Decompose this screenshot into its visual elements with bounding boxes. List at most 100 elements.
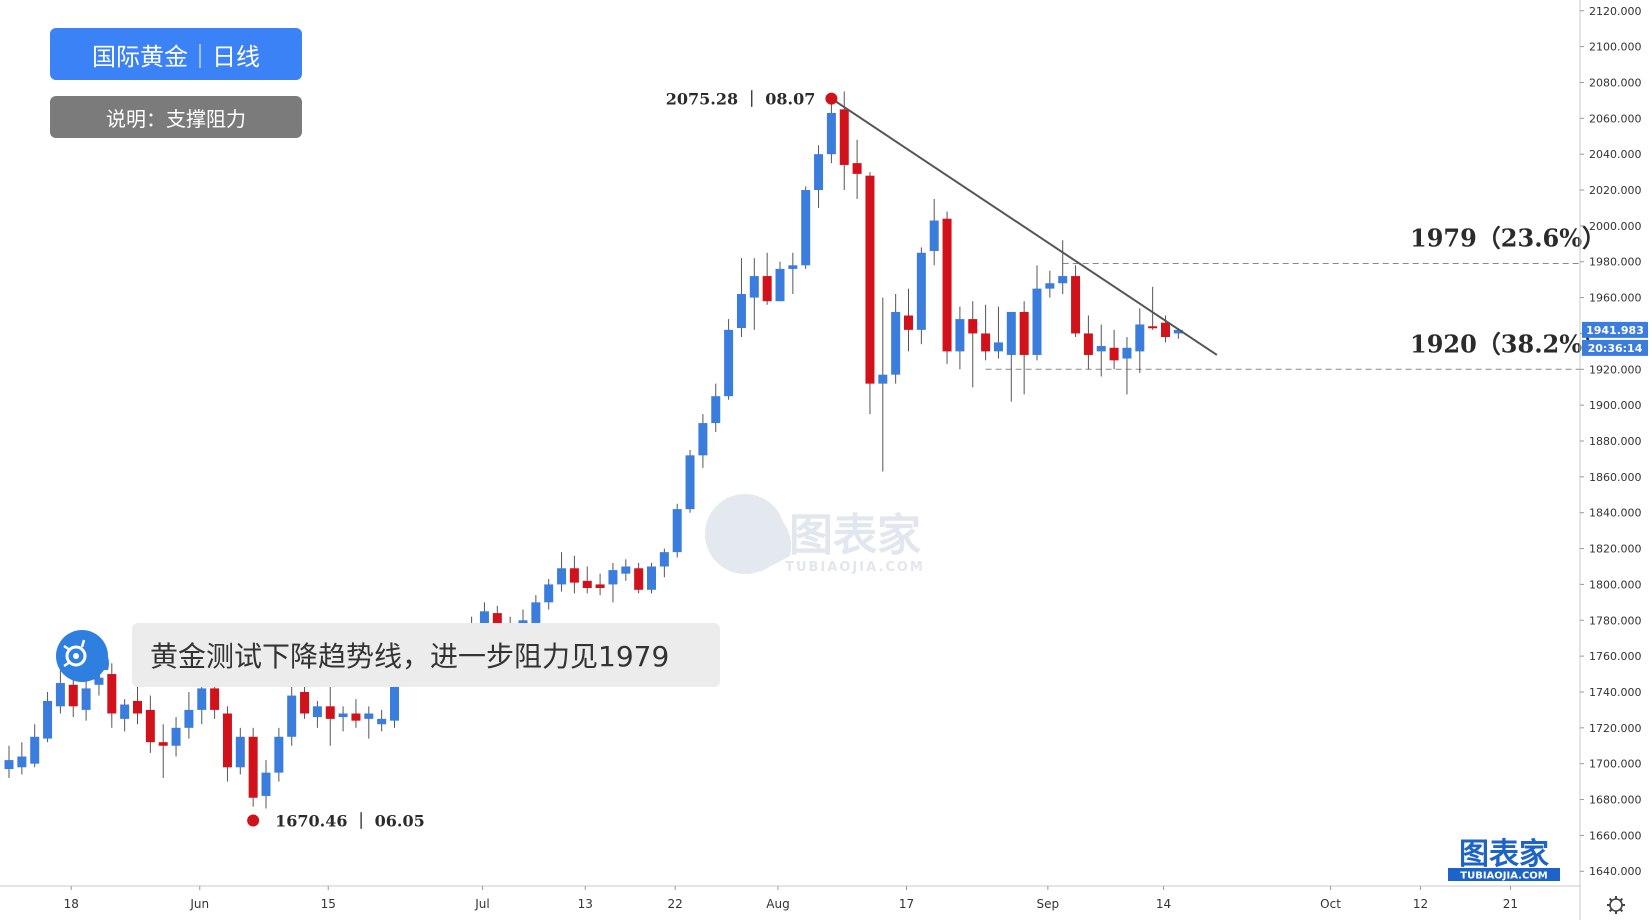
candle-body <box>904 315 913 330</box>
gear-tooth <box>1619 897 1624 902</box>
x-tick-label: 17 <box>899 897 914 911</box>
candle <box>801 186 811 269</box>
y-tick-label: 1760.000 <box>1589 650 1642 663</box>
candle-body <box>1161 322 1170 338</box>
candle <box>621 559 631 581</box>
y-tick-label: 1860.000 <box>1589 471 1642 484</box>
candle-body <box>1071 276 1081 334</box>
candle <box>171 717 181 757</box>
candle-body <box>839 109 849 165</box>
candle <box>184 691 194 739</box>
candle <box>929 198 939 266</box>
candle <box>1109 329 1119 370</box>
candle-body <box>736 294 746 329</box>
candle-body <box>55 683 65 707</box>
candle <box>248 727 258 807</box>
x-tick-label: 12 <box>1413 897 1428 911</box>
candle-body <box>852 163 862 174</box>
candle-body <box>364 713 374 719</box>
y-tick-label: 1780.000 <box>1589 614 1642 627</box>
candle-body <box>1006 311 1016 355</box>
low-marker-label: 1670.46 ｜ 06.05 <box>275 811 425 830</box>
candle <box>724 319 734 400</box>
candle-body <box>300 691 310 714</box>
candle <box>312 700 322 728</box>
candle <box>762 252 772 305</box>
candle <box>981 304 991 361</box>
level-label: 1920（38.2%） <box>1410 329 1606 358</box>
candle-body <box>621 566 631 574</box>
candle <box>1019 301 1029 395</box>
candle-body <box>749 276 759 298</box>
candle-body <box>274 736 284 773</box>
candle-body <box>993 342 1003 352</box>
candle <box>1083 315 1093 370</box>
candle-body <box>891 311 901 375</box>
candle <box>4 745 14 779</box>
candle-body <box>569 568 579 583</box>
candle-body <box>531 602 541 624</box>
y-tick-label: 1800.000 <box>1589 578 1642 591</box>
candle <box>145 695 155 753</box>
y-tick-label: 1960.000 <box>1589 292 1642 305</box>
candle-body <box>235 736 245 768</box>
candle-body <box>608 570 618 585</box>
candle-body <box>1083 333 1093 355</box>
candle <box>852 139 862 199</box>
gear-tooth <box>1608 897 1613 902</box>
candle-body <box>479 611 489 628</box>
candle <box>749 258 759 330</box>
candle-body <box>775 268 785 302</box>
x-tick-label: 18 <box>64 897 79 911</box>
candle <box>736 258 746 338</box>
y-tick-label: 2040.000 <box>1589 148 1642 161</box>
x-tick-label: Oct <box>1320 897 1341 911</box>
x-tick-label: 21 <box>1503 897 1518 911</box>
comment-text: 黄金测试下降趋势线，进一步阻力见1979 <box>150 640 670 673</box>
candle-body <box>659 552 669 567</box>
candle <box>1135 308 1145 373</box>
candle <box>351 699 361 728</box>
candle <box>1006 311 1016 402</box>
candle-body <box>1045 283 1055 289</box>
candle-body <box>1173 329 1183 334</box>
countdown-tag <box>1582 339 1648 356</box>
candle <box>916 247 926 345</box>
watermark-en-text: TUBIAOJIA.COM <box>785 560 925 575</box>
x-tick-label: Jul <box>474 897 489 911</box>
candle <box>133 683 142 725</box>
candle <box>595 573 605 596</box>
candle <box>55 670 65 714</box>
settings-gear-icon[interactable] <box>1607 896 1625 914</box>
high-marker-dot <box>825 92 838 105</box>
candle-body <box>826 112 836 155</box>
x-tick-label: 22 <box>668 897 683 911</box>
candle-body <box>107 674 117 714</box>
candle-body <box>762 276 772 302</box>
candle-body <box>94 677 104 685</box>
y-tick-label: 1840.000 <box>1589 507 1642 520</box>
candle-body <box>158 742 168 746</box>
chart-subtitle: 说明：支撑阻力 <box>50 96 302 138</box>
candle-body <box>929 220 939 251</box>
candle-body <box>338 713 348 718</box>
candle-body <box>81 688 91 710</box>
candle <box>158 724 168 779</box>
candle <box>300 683 310 719</box>
brand-logo: 图表家 TUBIAOJIA.COM <box>1448 837 1560 882</box>
chart-title: 国际黄金｜日线 <box>50 28 302 80</box>
y-tick-label: 1900.000 <box>1589 399 1642 412</box>
candle <box>274 727 284 782</box>
candle <box>647 562 656 594</box>
y-tick-label: 1740.000 <box>1589 686 1642 699</box>
candle-body <box>788 265 798 269</box>
watermark-cn-text: 图表家 <box>789 510 921 561</box>
x-tick-label: Aug <box>766 897 789 911</box>
candle <box>826 103 836 164</box>
y-tick-label: 1920.000 <box>1589 363 1642 376</box>
candle-body <box>916 252 926 330</box>
candle <box>1032 265 1042 361</box>
candle-body <box>222 713 232 768</box>
x-tick-label: 15 <box>321 897 336 911</box>
